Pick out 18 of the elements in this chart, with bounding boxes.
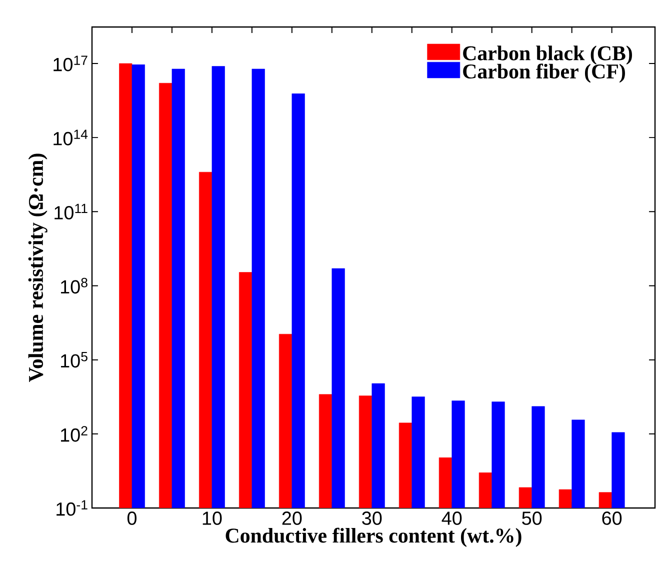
legend-label: Carbon black (CB) bbox=[463, 46, 632, 65]
x-tick-label: 40 bbox=[442, 512, 462, 525]
y-tick-label: 10$^{5}$ bbox=[60, 352, 88, 368]
x-tick-label: 20 bbox=[282, 512, 302, 525]
y-tick-label: 10$^{2}$ bbox=[60, 426, 88, 442]
x-tick-label: 10 bbox=[202, 512, 222, 525]
x-tick-label: 50 bbox=[522, 512, 542, 525]
x-tick-label: 0 bbox=[127, 512, 137, 525]
y-tick-label: 10$^{14}$ bbox=[54, 130, 88, 146]
legend-label: Carbon fiber (CF) bbox=[463, 64, 625, 83]
y-tick-label: 10$^{17}$ bbox=[54, 56, 88, 72]
y-axis-title: Volume resistivity (Ω·cm) bbox=[28, 154, 48, 382]
x-tick-label: 60 bbox=[602, 512, 622, 525]
x-tick-label: 30 bbox=[362, 512, 382, 525]
x-axis-title: Conductive fillers content (wt.%) bbox=[226, 528, 522, 547]
y-tick-label: 10$^{-1}$ bbox=[56, 500, 88, 516]
y-tick-label: 10$^{11}$ bbox=[54, 204, 88, 220]
y-tick-label: 10$^{8}$ bbox=[60, 278, 88, 294]
